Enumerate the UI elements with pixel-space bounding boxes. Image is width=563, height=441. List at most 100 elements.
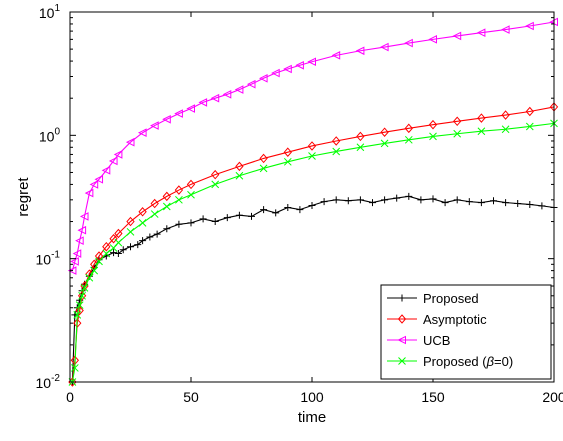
data-point-ucb: [234, 85, 244, 94]
legend-label-asymptotic: Asymptotic: [423, 312, 487, 327]
data-point-asymptotic: [428, 119, 438, 130]
data-point-proposed-0: [75, 301, 84, 309]
x-tick-label: 50: [183, 389, 199, 405]
y-tick-label: 101: [39, 3, 61, 21]
data-point-ucb: [428, 35, 437, 44]
data-point-proposed-0: [259, 164, 268, 173]
data-point-asymptotic: [94, 251, 104, 261]
data-point-proposed-0: [404, 135, 413, 144]
x-tick-label: 0: [66, 389, 74, 405]
data-point-ucb: [283, 64, 292, 74]
data-point-proposed-0: [525, 122, 534, 131]
x-axis-label: time: [298, 409, 326, 426]
data-point-proposed: [119, 246, 127, 254]
data-point-proposed-0: [78, 291, 86, 300]
data-point-proposed: [465, 198, 473, 206]
data-point-ucb: [137, 128, 147, 138]
legend-label-proposed-beta0: Proposed (β=0): [423, 354, 513, 369]
data-point-ucb: [174, 109, 183, 118]
data-point-asymptotic: [525, 106, 534, 117]
data-point-proposed-0: [283, 157, 292, 166]
legend-label-suffix: =0): [494, 354, 513, 369]
data-point-asymptotic: [102, 241, 111, 252]
data-point-ucb: [258, 73, 268, 83]
data-point-proposed: [453, 196, 461, 204]
data-point-proposed: [163, 225, 171, 233]
data-point-proposed: [393, 194, 401, 202]
data-point-asymptotic: [138, 207, 147, 217]
data-point-proposed-0: [235, 171, 244, 180]
data-point-asymptotic: [477, 113, 486, 123]
data-point-ucb: [125, 137, 135, 147]
data-point-asymptotic: [90, 259, 99, 270]
data-point-ucb: [84, 188, 94, 198]
data-point-asymptotic: [332, 136, 341, 146]
data-point-ucb: [271, 68, 280, 78]
data-point-proposed: [308, 201, 316, 209]
y-tick-label: 10-2: [36, 373, 61, 391]
data-point-ucb: [162, 114, 171, 124]
data-point-asymptotic: [501, 110, 510, 120]
data-point-proposed-0: [308, 152, 316, 160]
data-point-proposed: [134, 241, 142, 249]
data-point-proposed: [538, 202, 546, 210]
data-point-asymptotic: [75, 305, 84, 316]
data-point-proposed: [490, 197, 497, 205]
data-point-proposed: [248, 212, 255, 220]
data-point-proposed: [356, 196, 364, 204]
data-point-proposed: [405, 192, 413, 200]
data-point-proposed-0: [501, 125, 510, 134]
data-point-proposed-0: [95, 257, 103, 266]
data-point-ucb: [379, 42, 389, 52]
legend-marker-asymptotic: [397, 314, 407, 324]
data-point-asymptotic: [380, 127, 389, 137]
data-point-ucb: [404, 38, 413, 48]
data-point-proposed: [153, 230, 161, 238]
data-point-ucb: [452, 31, 462, 41]
data-point-asymptotic: [356, 131, 365, 142]
series-proposed-0: [68, 119, 558, 386]
legend-marker-proposed-0: [398, 357, 406, 365]
data-point-asymptotic: [73, 318, 82, 328]
data-point-ucb: [77, 225, 87, 235]
data-point-proposed: [429, 195, 437, 203]
data-point-proposed: [260, 206, 268, 214]
data-point-ucb: [94, 174, 104, 184]
legend-marker-proposed: [398, 294, 406, 302]
series-ucb: [67, 17, 558, 275]
data-point-proposed: [477, 199, 485, 207]
data-point-asymptotic: [186, 179, 196, 190]
data-point-ucb: [246, 79, 256, 89]
x-tick-label: 100: [300, 389, 324, 405]
data-point-proposed-0: [70, 364, 79, 372]
data-point-proposed: [114, 250, 122, 258]
data-point-asymptotic: [453, 116, 462, 127]
data-point-ucb: [113, 150, 123, 159]
data-point-ucb: [500, 25, 510, 34]
data-point-asymptotic: [162, 191, 171, 202]
data-point-proposed: [223, 214, 231, 222]
data-point-ucb: [476, 28, 486, 37]
data-point-asymptotic: [211, 169, 220, 180]
data-point-proposed: [127, 243, 134, 251]
data-point-proposed: [199, 215, 207, 223]
data-point-ucb: [198, 98, 208, 107]
data-point-proposed: [296, 206, 304, 214]
data-point-asymptotic: [114, 228, 123, 239]
data-point-proposed-0: [85, 273, 94, 282]
legend-marker-ucb: [397, 335, 406, 345]
data-point-proposed-0: [211, 180, 220, 189]
data-point-proposed: [110, 249, 118, 257]
data-point-proposed-0: [102, 249, 111, 258]
series-line-asymptotic: [71, 106, 555, 383]
legend-box: [380, 284, 552, 380]
data-point-proposed-0: [477, 127, 486, 136]
y-tick-label: 10-1: [36, 250, 61, 268]
data-point-proposed-0: [90, 266, 99, 275]
data-point-ucb: [295, 60, 304, 70]
data-point-proposed-0: [187, 190, 195, 199]
series-line-ucb: [71, 21, 555, 271]
legend-label-prefix: Proposed (: [423, 354, 487, 369]
data-point-proposed: [139, 237, 147, 245]
